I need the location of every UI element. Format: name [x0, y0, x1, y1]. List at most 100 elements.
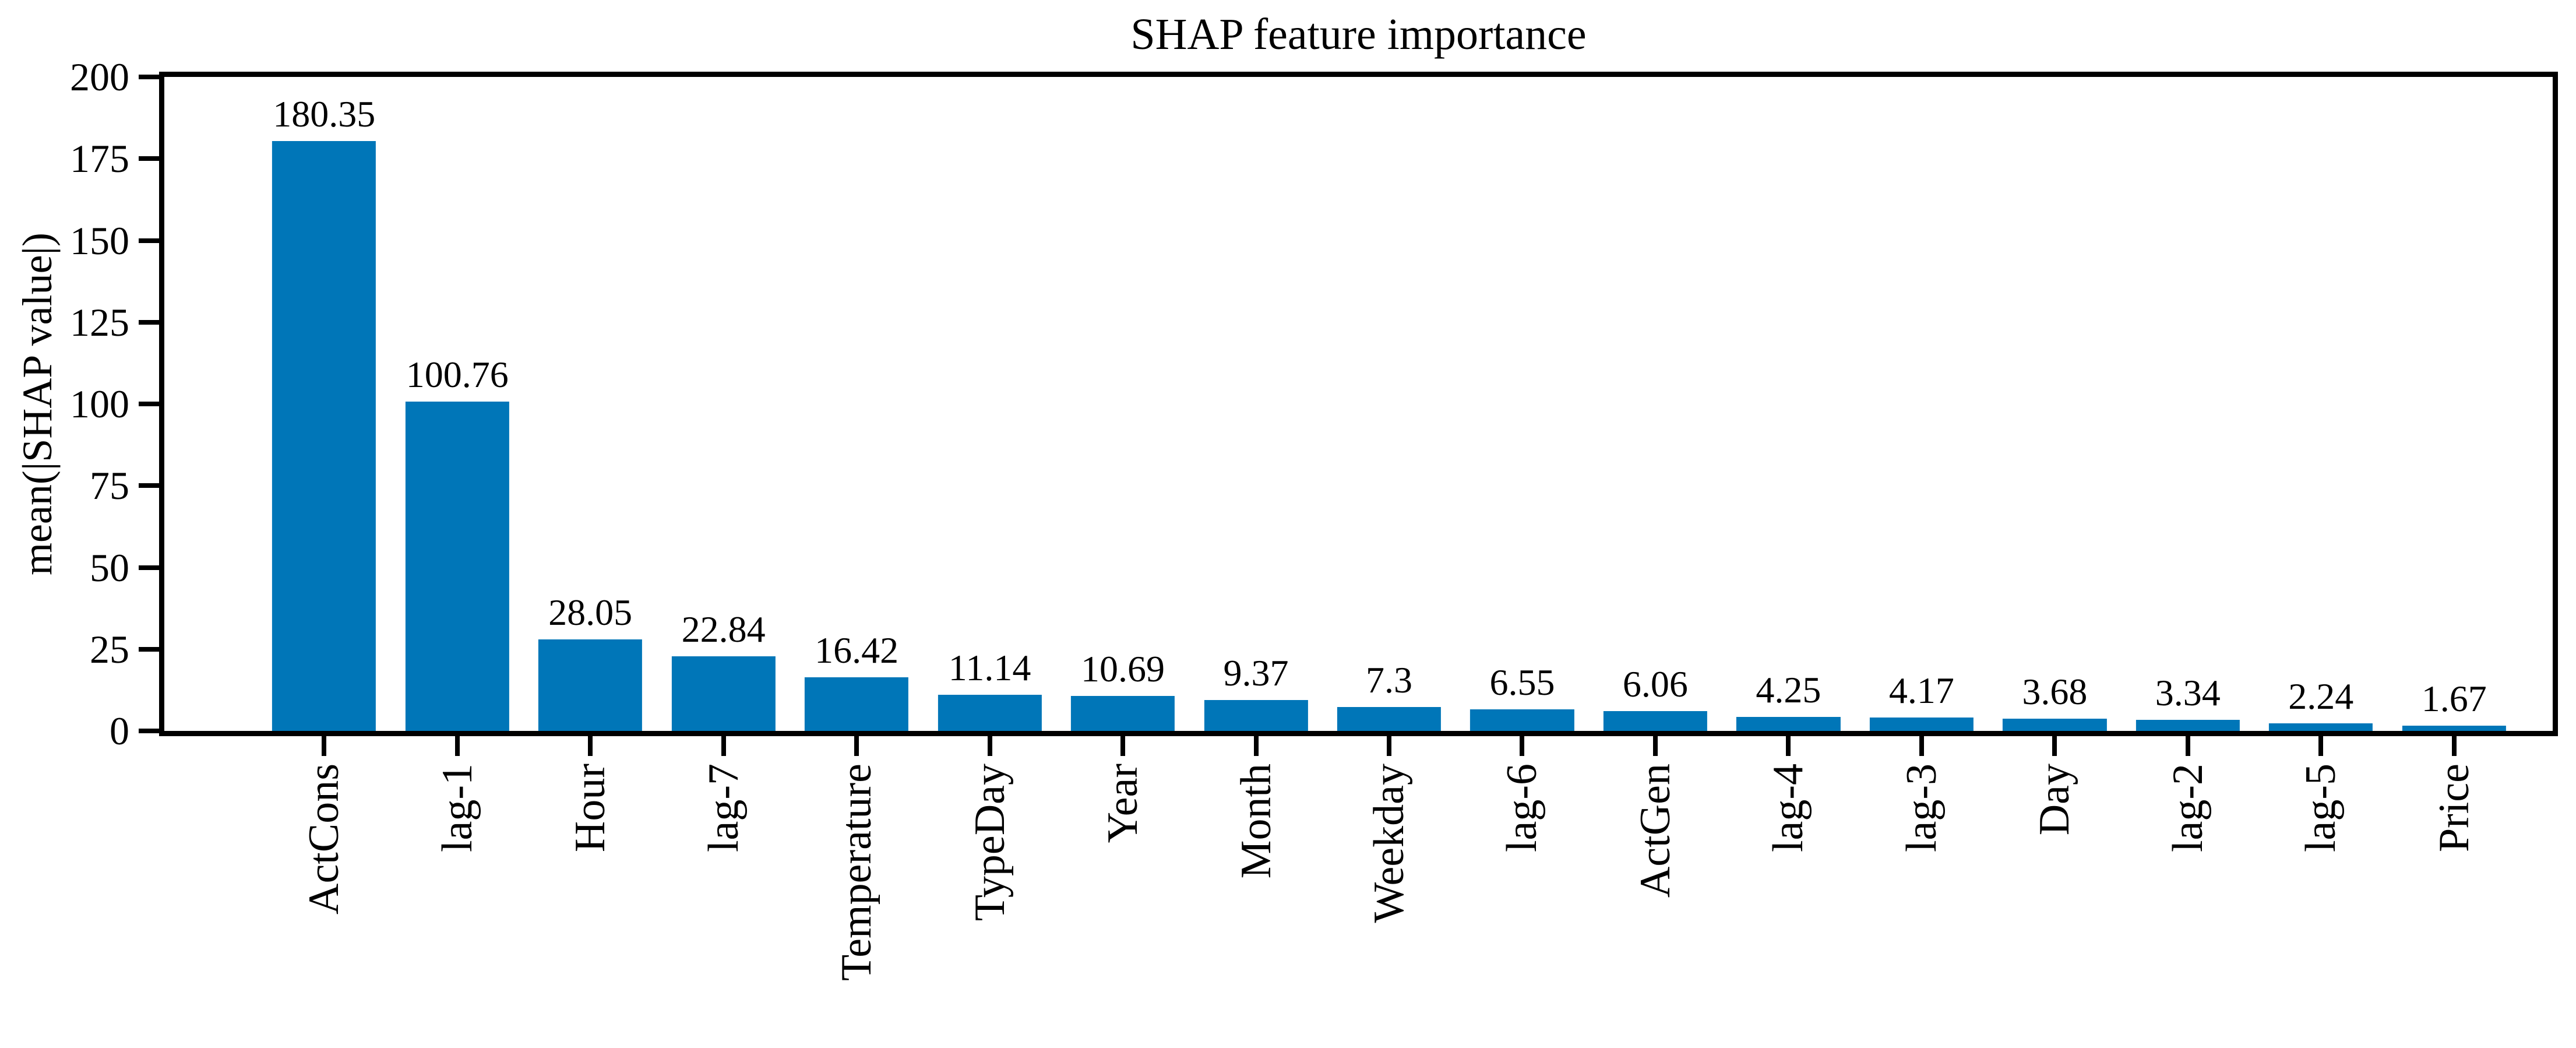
x-tick-cell	[1855, 736, 1988, 756]
bar-value-label: 7.3	[1365, 659, 1412, 701]
x-tick-label: lag-6	[1498, 764, 1546, 853]
bar	[1337, 707, 1442, 731]
bar-value-label: 10.69	[1081, 648, 1165, 690]
x-label-cell: Day	[1988, 764, 2121, 1047]
x-tick-cell	[1722, 736, 1855, 756]
x-tick-cell	[1189, 736, 1322, 756]
chart-title: SHAP feature importance	[1130, 10, 1587, 59]
bar-cell: 4.25	[1722, 77, 1855, 731]
x-tick-mark	[987, 736, 992, 756]
x-tick-mark	[1520, 736, 1525, 756]
x-tick-mark	[2052, 736, 2057, 756]
y-tick-mark	[139, 565, 159, 570]
bar-cell: 11.14	[923, 77, 1056, 731]
bar-value-label: 4.17	[1888, 669, 1954, 711]
x-tick-mark	[2318, 736, 2324, 756]
x-tick-mark	[854, 736, 859, 756]
x-tick-mark	[454, 736, 460, 756]
x-tick-cell	[790, 736, 923, 756]
bar-cell: 10.69	[1056, 77, 1189, 731]
y-tick-mark	[139, 156, 159, 161]
x-label-cell: Month	[1189, 764, 1322, 1047]
x-tick-cell	[657, 736, 790, 756]
y-tick-mark	[139, 402, 159, 406]
x-tick-label: Weekday	[1365, 764, 1413, 923]
x-tick-mark	[1120, 736, 1126, 756]
bar	[405, 401, 509, 731]
bar-cell: 6.06	[1589, 77, 1722, 731]
bar-cell: 2.24	[2254, 77, 2387, 731]
bar	[805, 677, 909, 731]
bar	[2003, 719, 2107, 731]
x-tick-mark	[322, 736, 327, 756]
x-tick-label: Year	[1099, 764, 1147, 843]
x-label-cell: Weekday	[1323, 764, 1456, 1047]
bar	[1470, 709, 1574, 731]
x-tick-mark	[1652, 736, 1658, 756]
bar-value-label: 3.68	[2022, 671, 2088, 713]
bar	[671, 656, 776, 731]
bar	[1603, 711, 1708, 731]
x-label-cell: lag-3	[1855, 764, 1988, 1047]
bar	[1736, 717, 1841, 731]
x-tick-mark	[1253, 736, 1259, 756]
bars-layer: 180.35 100.76 28.05 22.84 16.42 11.14 10.69 9.3…	[258, 77, 2521, 731]
bar-value-label: 22.84	[681, 608, 766, 650]
x-label-cell: lag-1	[390, 764, 523, 1047]
x-tick-mark	[1919, 736, 1924, 756]
bar-cell: 16.42	[790, 77, 923, 731]
y-tick-mark	[139, 238, 159, 243]
bar-cell: 1.67	[2388, 77, 2521, 731]
x-tick-cell	[2122, 736, 2254, 756]
bar-cell: 3.34	[2122, 77, 2254, 731]
x-tick-mark	[588, 736, 593, 756]
x-tick-label: Price	[2430, 764, 2478, 853]
x-tick-cell	[524, 736, 657, 756]
bar-value-label: 6.06	[1622, 663, 1688, 705]
x-tick-label: Hour	[566, 764, 615, 853]
bar-value-label: 100.76	[406, 353, 509, 395]
x-tick-label: lag-4	[1764, 764, 1813, 853]
x-tick-cell	[923, 736, 1056, 756]
x-tick-label: lag-3	[1897, 764, 1946, 853]
x-tick-cell	[390, 736, 523, 756]
x-tick-label: Temperature	[833, 764, 881, 981]
x-label-cell: lag-6	[1456, 764, 1588, 1047]
x-tick-label: ActCons	[300, 764, 348, 915]
bar	[2135, 720, 2240, 731]
y-tick-mark	[139, 319, 159, 325]
bar-cell: 28.05	[524, 77, 657, 731]
x-label-cell: ActGen	[1589, 764, 1722, 1047]
bar-cell: 6.55	[1456, 77, 1588, 731]
bar-cell: 7.3	[1323, 77, 1456, 731]
x-label-cell: lag-4	[1722, 764, 1855, 1047]
bar-cell: 9.37	[1189, 77, 1322, 731]
x-label-cell: Year	[1056, 764, 1189, 1047]
bar-value-label: 11.14	[948, 646, 1031, 688]
x-tick-label: TypeDay	[965, 764, 1014, 922]
bar	[1869, 717, 1974, 731]
x-tick-label: lag-7	[699, 764, 748, 853]
y-axis-label: mean(|SHAP value|)	[14, 232, 61, 576]
x-tick-label: ActGen	[1631, 764, 1679, 898]
x-tick-label: lag-5	[2297, 764, 2345, 853]
y-tick-mark	[139, 483, 159, 488]
x-label-cell: Temperature	[790, 764, 923, 1047]
bar-cell: 4.17	[1855, 77, 1988, 731]
bar-value-label: 4.25	[1756, 669, 1821, 711]
x-label-cell: lag-7	[657, 764, 790, 1047]
bar	[2402, 725, 2506, 731]
bar-cell: 22.84	[657, 77, 790, 731]
bar	[938, 694, 1042, 731]
x-tick-cell	[1456, 736, 1588, 756]
x-tick-cell	[2254, 736, 2387, 756]
x-label-cell: lag-2	[2122, 764, 2254, 1047]
x-tick-label: Month	[1232, 764, 1280, 879]
x-tick-mark	[2451, 736, 2457, 756]
x-tick-mark	[1386, 736, 1391, 756]
x-label-cell: Hour	[524, 764, 657, 1047]
x-tick-cell	[1056, 736, 1189, 756]
x-tick-cell	[1589, 736, 1722, 756]
x-tick-mark	[2185, 736, 2190, 756]
